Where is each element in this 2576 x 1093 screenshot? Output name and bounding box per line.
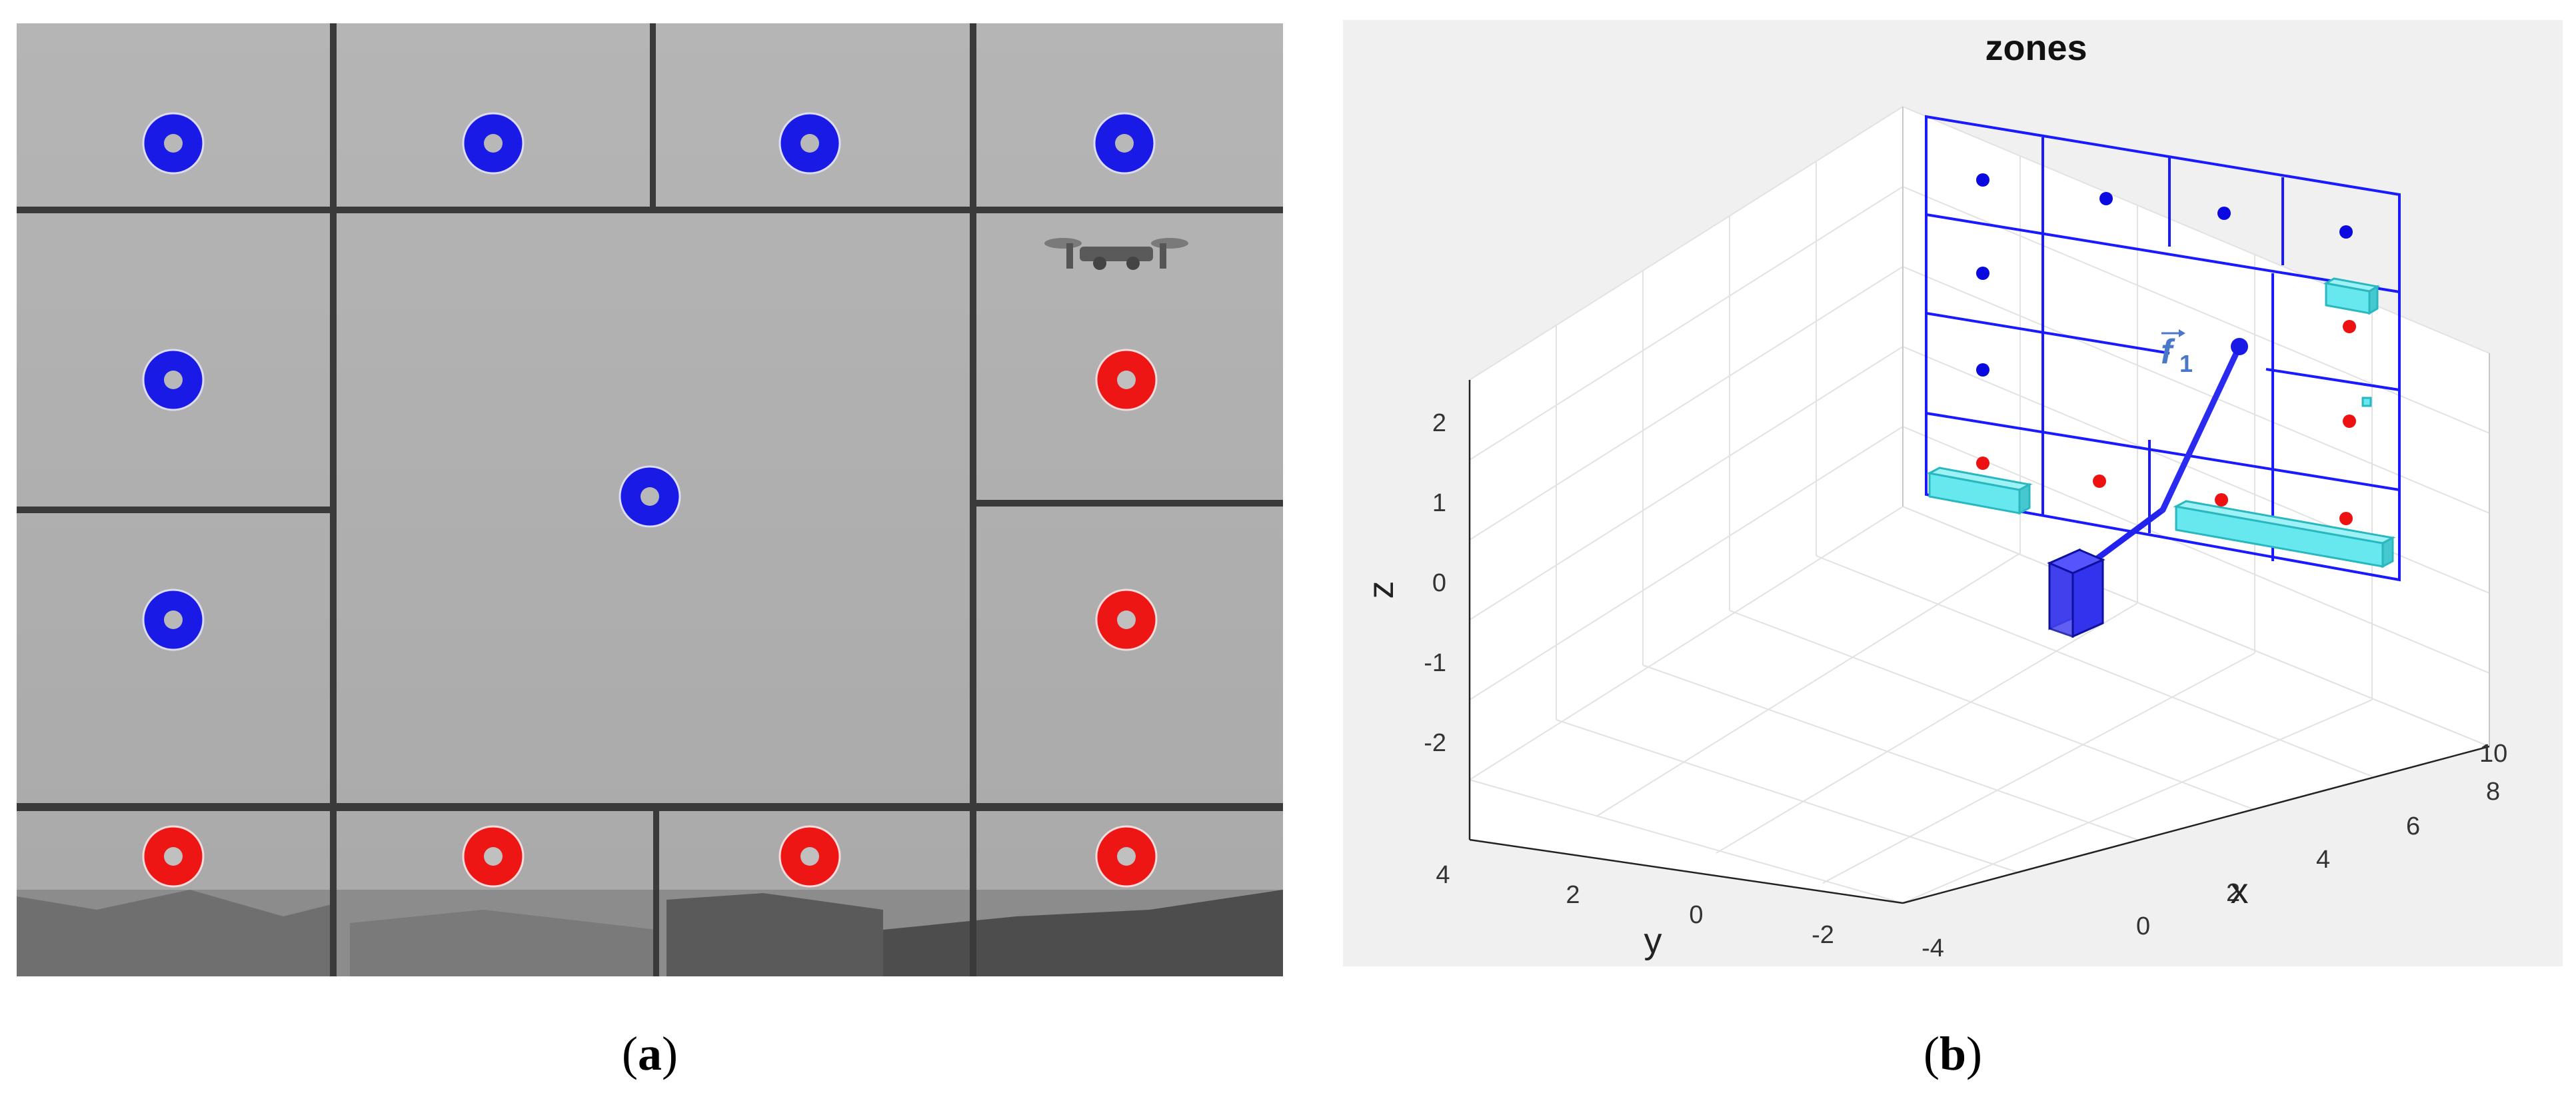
z-axis-ticks: 2 1 0 -1 -2 (1424, 409, 1446, 757)
target-blue (142, 588, 205, 651)
vector-label-subscript: 1 (2179, 350, 2193, 377)
targets (142, 112, 1158, 888)
y-axis-ticks: 4 2 0 -2 -4 (1436, 861, 1943, 962)
x-tick-label: 10 (2479, 740, 2507, 768)
zones-3d-plot: zones 2 1 0 -1 -2 z 4 2 0 -2 -4 y 0 2 4 … (1343, 20, 2563, 966)
target-red (1095, 588, 1158, 651)
y-tick-label: -2 (1812, 921, 1834, 949)
target-red (778, 825, 841, 888)
red-dot (2343, 320, 2356, 333)
y-tick-label: 0 (1689, 901, 1703, 929)
z-axis-label: z (1361, 581, 1401, 599)
x-tick-label: 0 (2136, 912, 2150, 940)
obstacles (1926, 277, 2396, 568)
y-axis-label: y (1644, 921, 1662, 961)
target-red (1095, 349, 1158, 411)
y-tick-label: 4 (1436, 861, 1450, 889)
caption-a: (a) (622, 1027, 678, 1080)
drone-icon (1044, 238, 1188, 270)
obstacle-box (2361, 397, 2372, 407)
zoned-wall-photo (17, 23, 1283, 976)
blue-dot (2217, 207, 2231, 220)
panel-a-photo (17, 23, 1283, 976)
y-tick-label: 2 (1566, 881, 1580, 909)
zone-grid (1925, 115, 2401, 582)
blue-dot (1976, 173, 1989, 187)
x-tick-label: 6 (2406, 812, 2420, 840)
z-tick-label: 2 (1432, 409, 1446, 437)
red-dot (1976, 457, 1989, 470)
caption-b: (b) (1923, 1027, 1982, 1080)
zone-dividers (17, 23, 1283, 976)
x-tick-label: 8 (2486, 778, 2500, 806)
target-blue (619, 465, 681, 528)
red-dot (2215, 493, 2228, 507)
x-tick-label: 2 (2226, 879, 2240, 907)
drone-cube (2047, 548, 2105, 638)
vector-endpoint (2231, 338, 2248, 355)
blue-dot (1976, 267, 1989, 280)
target-red (1095, 825, 1158, 888)
obstacle-box-side (2381, 536, 2394, 568)
z-tick-label: 1 (1432, 489, 1446, 517)
blue-dot (2339, 225, 2353, 239)
red-dot (2093, 475, 2106, 488)
zone-outer-frame (1925, 115, 2401, 582)
red-dot (2339, 512, 2353, 525)
target-blue (142, 349, 205, 411)
ground-scenery (17, 890, 1283, 976)
target-red (142, 825, 205, 888)
plot-title: zones (1985, 28, 2087, 68)
caption-b-letter: b (1939, 1027, 1967, 1080)
obstacle-box-side (2018, 483, 2031, 515)
z-tick-label: -2 (1424, 729, 1446, 757)
caption-a-letter: a (638, 1027, 662, 1080)
z-tick-label: -1 (1424, 649, 1446, 677)
z-tick-label: 0 (1432, 569, 1446, 597)
target-blue (1093, 112, 1156, 175)
vector-label-letter: f (2161, 333, 2175, 371)
x-tick-label: 4 (2316, 846, 2330, 874)
panel-b-3d-plot: zones 2 1 0 -1 -2 z 4 2 0 -2 -4 y 0 2 4 … (1343, 20, 2563, 966)
blue-dot (1976, 363, 1989, 377)
zone-dots (1976, 173, 2356, 525)
obstacle-box-side (2368, 285, 2379, 315)
x-axis-ticks: 0 2 4 6 8 10 (2136, 740, 2507, 940)
target-blue (778, 112, 841, 175)
target-blue (462, 112, 525, 175)
blue-dot (2099, 192, 2113, 205)
red-dot (2343, 415, 2356, 428)
target-red (462, 825, 525, 888)
vector-label: f 1 (2161, 329, 2193, 377)
x-axis-label: x (2231, 871, 2249, 911)
y-tick-label: -4 (1922, 934, 1944, 962)
target-blue (142, 112, 205, 175)
